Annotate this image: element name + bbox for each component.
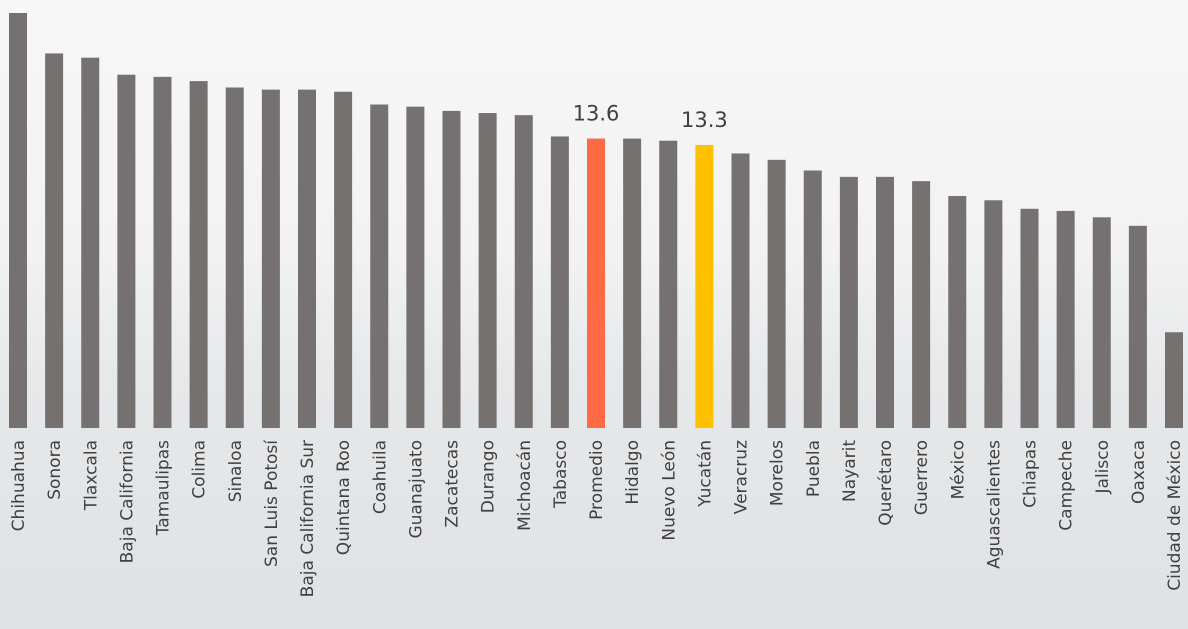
x-tick-label: Hidalgo [623, 440, 643, 505]
x-tick-label: Baja California Sur [298, 440, 318, 597]
bar [587, 139, 605, 428]
bar [479, 113, 497, 428]
bar [732, 153, 750, 428]
bar [840, 177, 858, 428]
bar [45, 53, 63, 428]
x-tick-label: Baja California [117, 440, 137, 563]
x-tick-label: Nuevo León [659, 440, 679, 541]
bar [551, 136, 569, 428]
x-tick-label: Tlaxcala [81, 440, 101, 511]
x-tick-label: Veracruz [732, 440, 752, 514]
x-tick-label: San Luis Potosí [262, 439, 282, 567]
bar [9, 13, 27, 428]
x-tick-label: Querétaro [876, 440, 896, 526]
x-tick-label: Chiapas [1021, 440, 1041, 508]
chart: Chihuahua Sonora Tlaxcala Baja California Ta… [0, 0, 1188, 629]
bar [804, 170, 822, 428]
bar [298, 90, 316, 428]
bar [1093, 217, 1111, 428]
x-tick-label: México [948, 440, 968, 499]
bar [984, 200, 1002, 428]
bar [262, 90, 280, 428]
x-tick-label: Guanajuato [406, 440, 426, 539]
x-tick-label: Quintana Roo [334, 440, 354, 555]
bar [515, 115, 533, 428]
bar [695, 145, 713, 428]
x-tick-label: Zacatecas [443, 440, 463, 528]
x-tick-label: Sonora [45, 440, 65, 500]
x-tick-label: Nayarit [840, 440, 860, 502]
x-tick-label: Tamaulipas [154, 440, 174, 536]
bar [406, 107, 424, 428]
value-label: 13.6 [573, 102, 620, 126]
bar [334, 92, 352, 428]
x-tick-label: Michoacán [515, 440, 535, 531]
x-tick-label: Guerrero [912, 440, 932, 515]
x-tick-label: Morelos [768, 440, 788, 506]
bar [154, 77, 172, 428]
x-tick-label: Ciudad de México [1165, 440, 1185, 591]
bar [1165, 332, 1183, 428]
x-tick-label: Promedio [587, 440, 607, 520]
value-label: 13.3 [681, 108, 728, 132]
x-tick-label: Sinaloa [226, 440, 246, 502]
x-tick-label: Jalisco [1093, 440, 1113, 494]
x-tick-label: Chihuahua [9, 440, 29, 531]
bar [876, 177, 894, 428]
bar [226, 87, 244, 428]
x-tick-label: Tabasco [551, 440, 571, 509]
x-tick-label: Puebla [804, 440, 824, 497]
bar [1057, 211, 1075, 428]
bar [1129, 226, 1147, 428]
x-tick-label: Campeche [1057, 440, 1077, 531]
bar [659, 141, 677, 428]
bar [1021, 209, 1039, 428]
bar [117, 75, 135, 428]
x-tick-label: Yucatán [695, 440, 715, 508]
x-tick-label: Durango [479, 440, 499, 513]
bar [912, 181, 930, 428]
x-tick-label: Coahuila [370, 440, 390, 514]
x-tick-label: Oaxaca [1129, 440, 1149, 504]
bar [81, 58, 99, 428]
x-tick-label: Aguascalientes [984, 440, 1004, 569]
bar [443, 111, 461, 428]
bar [370, 105, 388, 428]
bar [768, 160, 786, 428]
x-tick-label: Colima [190, 440, 210, 499]
bar [623, 139, 641, 428]
bar [948, 196, 966, 428]
bar [190, 81, 208, 428]
